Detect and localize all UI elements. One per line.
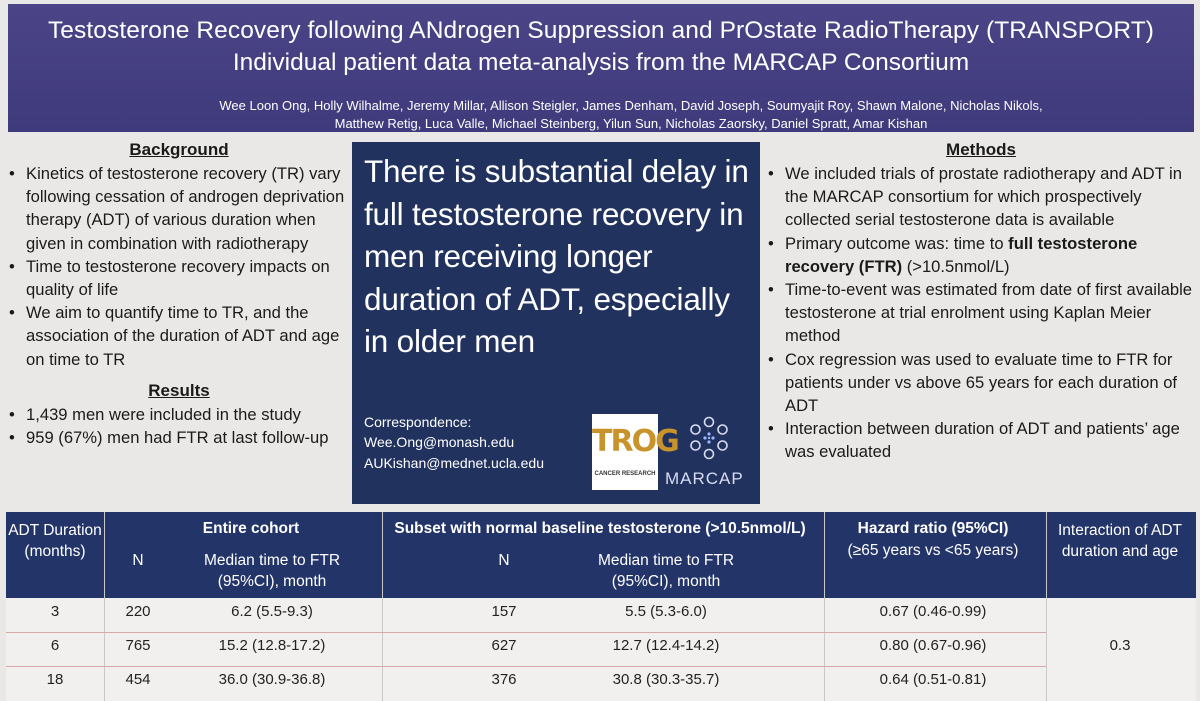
- table-cell-n-entire: 765: [125, 637, 151, 654]
- methods-item: Time-to-event was estimated from date of…: [765, 278, 1197, 348]
- header-median-entire: Median time to FTR (95%CI), month: [203, 552, 341, 590]
- table-cell-median-subset: 30.8 (30.3-35.7): [612, 671, 720, 688]
- table-body: [6, 598, 1196, 701]
- table-cell-duration: 6: [50, 637, 60, 654]
- table-cell-n-subset: 627: [491, 637, 517, 654]
- methods-heading: Methods: [946, 140, 1016, 159]
- correspondence-label: Correspondence:: [364, 414, 472, 430]
- key-message-headline: There is substantial delay in full testo…: [364, 153, 749, 359]
- header-n-entire: N: [132, 552, 144, 569]
- trog-logo-text: TROG: [592, 424, 680, 459]
- column-divider: [382, 512, 383, 701]
- table-header: ADT Duration (months) Entire cohort Subs…: [6, 512, 1196, 598]
- methods-item-text: Primary outcome was: time to: [785, 233, 1009, 253]
- header-hazard-ratio-sub: (≥65 years vs <65 years): [847, 542, 1019, 559]
- table-cell-hazard-ratio: 0.64 (0.51-0.81): [879, 671, 987, 688]
- background-item: We aim to quantify time to TR, and the a…: [6, 301, 352, 371]
- poster-header: Testosterone Recovery following ANdrogen…: [8, 4, 1194, 132]
- marcap-logo-text: MARCAP: [665, 469, 744, 488]
- table-cell-median-subset: 12.7 (12.4-14.2): [612, 637, 720, 654]
- results-item: 1,439 men were included in the study: [6, 403, 352, 426]
- background-item: Kinetics of testosterone recovery (TR) v…: [6, 162, 352, 255]
- trog-logo-subtitle: CANCER RESEARCH: [594, 471, 656, 477]
- table-cell-median-subset: 5.5 (5.3-6.0): [625, 603, 707, 620]
- table-cell-hazard-ratio: 0.67 (0.46-0.99): [879, 603, 987, 620]
- row-divider: [6, 632, 1046, 633]
- results-table: ADT Duration (months) Entire cohort Subs…: [6, 512, 1196, 701]
- column-divider: [1046, 512, 1047, 701]
- methods-item-text: (>10.5nmol/L): [902, 256, 1010, 276]
- methods-item: We included trials of prostate radiother…: [765, 162, 1197, 232]
- column-divider: [104, 512, 105, 701]
- results-list: 1,439 men were included in the study 959…: [6, 403, 352, 450]
- table-cell-n-entire: 220: [125, 603, 151, 620]
- table-cell-duration: 3: [50, 603, 60, 620]
- table-cell-median-entire: 36.0 (30.9-36.8): [218, 671, 326, 688]
- methods-list: We included trials of prostate radiother…: [765, 162, 1197, 464]
- table-cell-hazard-ratio: 0.80 (0.67-0.96): [879, 637, 987, 654]
- table-cell-n-entire: 454: [125, 671, 151, 688]
- results-item: 959 (67%) men had FTR at last follow-up: [6, 426, 352, 449]
- background-item: Time to testosterone recovery impacts on…: [6, 255, 352, 301]
- methods-item: Cox regression was used to evaluate time…: [765, 348, 1197, 418]
- poster-title-line1: Testosterone Recovery following ANdrogen…: [47, 17, 1155, 44]
- header-median-subset: Median time to FTR (95%CI), month: [597, 552, 735, 590]
- methods-item-emphasis: full testosterone recovery (FTR): [785, 233, 1138, 276]
- table-cell-duration: 18: [46, 671, 64, 688]
- methods-item-primary-outcome: Primary outcome was: time to full testos…: [765, 232, 1197, 278]
- header-n-subset: N: [498, 552, 510, 569]
- row-divider: [6, 666, 1046, 667]
- header-adt-duration: ADT Duration (months): [8, 522, 102, 560]
- trog-logo: TROG CANCER RESEARCH: [592, 414, 680, 490]
- background-heading: Background: [129, 140, 229, 159]
- table-cell-n-subset: 376: [491, 671, 517, 688]
- key-message-panel: There is substantial delay in full testo…: [352, 142, 760, 504]
- column-divider: [824, 512, 825, 701]
- left-column: Background Kinetics of testosterone reco…: [6, 138, 352, 449]
- table-cell-interaction: 0.3: [1109, 637, 1131, 654]
- correspondence-email-ong[interactable]: Wee.Ong@monash.edu: [364, 434, 515, 450]
- authors-line1: Wee Loon Ong, Holly Wilhalme, Jeremy Mil…: [219, 98, 1043, 113]
- poster-title-line2: Individual patient data meta-analysis fr…: [232, 49, 970, 76]
- authors-line2: Matthew Retig, Luca Valle, Michael Stein…: [334, 116, 928, 131]
- table-cell-n-subset: 157: [491, 603, 517, 620]
- results-heading: Results: [148, 380, 210, 400]
- background-list: Kinetics of testosterone recovery (TR) v…: [6, 162, 352, 371]
- header-subset-normal-baseline: Subset with normal baseline testosterone…: [394, 520, 806, 537]
- header-interaction: Interaction of ADT duration and age: [1057, 522, 1183, 560]
- header-hazard-ratio: Hazard ratio (95%CI): [857, 520, 1009, 537]
- table-cell-median-entire: 6.2 (5.5-9.3): [231, 603, 313, 620]
- methods-item: Interaction between duration of ADT and …: [765, 417, 1197, 463]
- header-entire-cohort: Entire cohort: [202, 520, 300, 537]
- right-column: Methods We included trials of prostate r…: [765, 138, 1197, 464]
- correspondence-email-kishan[interactable]: AUKishan@mednet.ucla.edu: [364, 455, 544, 471]
- table-cell-median-entire: 15.2 (12.8-17.2): [218, 637, 326, 654]
- marcap-logo-icon: [690, 416, 728, 460]
